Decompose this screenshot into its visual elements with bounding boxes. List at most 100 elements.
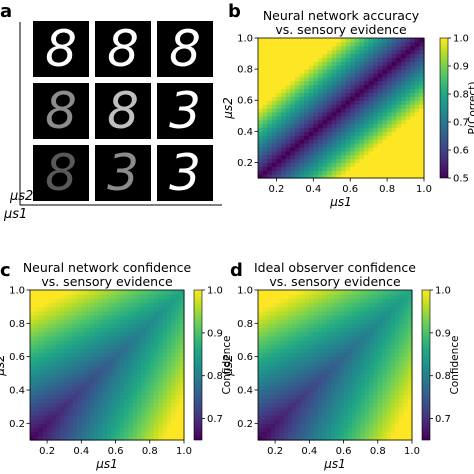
heatmap-cell (309, 427, 315, 433)
heatmap-cell (414, 38, 420, 43)
heatmap-cell (258, 310, 263, 316)
heatmap-cell (396, 49, 402, 55)
heatmap-cell (313, 335, 319, 341)
heatmap-cell (347, 431, 353, 437)
heatmap-cell (313, 431, 319, 437)
heatmap-cell (335, 402, 340, 408)
heatmap-cell (81, 335, 87, 341)
heatmap-cell (262, 323, 268, 329)
heatmap-cell (368, 45, 374, 51)
heatmap-cell (326, 377, 332, 383)
heatmap-cell (77, 419, 82, 424)
heatmap-cell (276, 88, 282, 94)
heatmap-cell (331, 115, 337, 121)
heatmap-cell (51, 348, 57, 354)
heatmap-cell (281, 80, 287, 86)
heatmap-cell (347, 352, 353, 358)
heatmap-cell (107, 319, 112, 324)
heatmap-cell (292, 410, 298, 416)
heatmap-cell (322, 419, 328, 424)
heatmap-cell (98, 406, 104, 412)
heatmap-cell (285, 146, 291, 152)
heatmap-cell (419, 143, 425, 148)
heatmap-cell (275, 369, 280, 374)
heatmap-cell (77, 410, 82, 416)
heatmap-cell (399, 352, 405, 358)
heatmap-cell (136, 415, 142, 420)
heatmap-cell (158, 419, 164, 424)
heatmap-cell (407, 335, 413, 341)
heatmap-cell (154, 419, 159, 424)
heatmap-cell (382, 123, 388, 129)
heatmap-cell (281, 139, 287, 144)
heatmap-cell (270, 427, 276, 433)
heatmap-cell (313, 53, 319, 59)
heatmap-cell (179, 315, 185, 320)
heatmap-cell (317, 49, 324, 55)
heatmap-cell (55, 415, 61, 420)
heatmap-cell (171, 410, 177, 416)
heatmap-cell (387, 166, 393, 171)
heatmap-cell (34, 319, 40, 324)
heatmap-cell (166, 377, 172, 383)
heatmap-cell (403, 423, 409, 429)
heatmap-cell (356, 344, 362, 349)
heatmap-cell (403, 340, 409, 345)
heatmap-cell (336, 53, 342, 59)
heatmap-cell (162, 406, 168, 412)
heatmap-cell (107, 373, 112, 379)
heatmap-cell (356, 435, 362, 441)
heatmap-cell (107, 310, 112, 316)
heatmap-cell (258, 111, 264, 117)
heatmap-cell (308, 139, 314, 144)
heatmap-cell (281, 49, 287, 55)
heatmap-cell (290, 104, 296, 109)
heatmap-cell (414, 57, 420, 62)
heatmap-cell (394, 402, 400, 408)
heatmap-cell (111, 315, 117, 320)
heatmap-cell (300, 410, 306, 416)
heatmap-cell (85, 331, 91, 337)
heatmap-cell (341, 96, 347, 101)
heatmap-cell (98, 402, 104, 408)
heatmap-cell (38, 427, 44, 433)
heatmap-cell (47, 344, 52, 349)
heatmap-cell (38, 290, 44, 295)
heatmap-cell (330, 435, 336, 441)
heatmap-cell (149, 290, 155, 295)
heatmap-cell (175, 319, 181, 324)
heatmap-cell (345, 123, 351, 129)
heatmap-cell (162, 356, 168, 362)
heatmap-cell (294, 65, 301, 70)
heatmap-cell (369, 398, 375, 404)
heatmap-cell (55, 431, 61, 437)
heatmap-cell (330, 298, 336, 304)
heatmap-cell (373, 150, 379, 156)
heatmap-cell (294, 57, 301, 62)
heatmap-cell (322, 352, 328, 358)
heatmap-cell (322, 323, 328, 329)
heatmap-cell (262, 53, 268, 59)
heatmap-cell (59, 406, 65, 412)
heatmap-cell (64, 310, 70, 316)
heatmap-cell (414, 139, 420, 144)
heatmap-cell (162, 427, 168, 433)
heatmap-cell (47, 323, 52, 329)
heatmap-cell (89, 348, 95, 354)
heatmap-cell (343, 369, 349, 374)
heatmap-cell (300, 398, 306, 404)
heatmap-cell (308, 123, 314, 129)
heatmap-cell (414, 108, 420, 113)
heatmap-cell (377, 76, 384, 82)
heatmap-cell (352, 369, 357, 374)
heatmap-cell (304, 170, 310, 175)
heatmap-cell (279, 335, 285, 341)
heatmap-cell (162, 394, 168, 399)
heatmap-cell (132, 365, 138, 370)
heatmap-cell (414, 69, 420, 74)
heatmap-cell (287, 352, 293, 358)
heatmap-cell (356, 419, 362, 424)
heatmap-cell (345, 104, 351, 109)
heatmap-cell (262, 38, 268, 43)
heatmap-cell (308, 108, 314, 113)
